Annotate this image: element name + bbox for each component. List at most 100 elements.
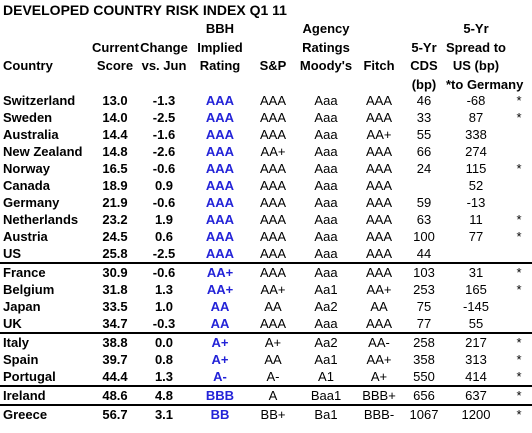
table-cell: * <box>516 110 522 125</box>
table-row: Belgium 31.8 1.3 AA+ AA+ Aa1 AA+ 253 165 * <box>0 281 532 298</box>
table-cell: AAA <box>365 178 392 193</box>
table-cell: Portugal <box>3 369 56 384</box>
header-cell: BBH Implied Rating <box>190 20 250 76</box>
table-cell: AAA <box>365 195 392 210</box>
table-cell: 637 <box>465 388 487 403</box>
table-cell: -68 <box>466 93 486 108</box>
header-line: Implied <box>197 39 243 55</box>
table-cell: 38.8 <box>102 335 128 350</box>
header-line: Agency <box>302 21 350 36</box>
table-cell <box>506 177 532 194</box>
table-row: Germany 21.9 -0.6 AAA AAA Aaa AAA 59 -13 <box>0 194 532 211</box>
table-cell: Italy <box>3 335 30 350</box>
table-cell: 1200 <box>461 407 491 422</box>
table-cell: -2.5 <box>152 110 176 125</box>
table-row: Sweden 14.0 -2.5 AAA AAA Aaa AAA 33 87 * <box>0 109 532 126</box>
table-cell: Aa2 <box>314 335 338 350</box>
table-cell: Aaa <box>314 144 338 159</box>
table-row: Ireland 48.6 4.8 BBB A Baa1 BBB+ 656 637 * <box>0 387 532 404</box>
table-cell: 31 <box>468 265 484 280</box>
table-cell: 1.9 <box>154 212 174 227</box>
table-cell: AA <box>370 299 388 314</box>
table-cell: 115 <box>465 161 487 176</box>
table-row: US 25.8 -2.5 AAA AAA Aaa AAA 44 <box>0 245 532 262</box>
table-cell: 34.7 <box>102 316 128 331</box>
table-cell: * <box>516 93 522 108</box>
table-cell: * <box>516 282 522 297</box>
header-cell: Fitch <box>356 57 402 76</box>
table-cell: Canada <box>3 178 50 193</box>
table-cell: AAA <box>365 161 392 176</box>
table-cell <box>506 143 532 160</box>
table-cell: 258 <box>413 335 435 350</box>
table-cell: Aaa <box>314 93 338 108</box>
header-line: vs. Jun <box>141 58 187 73</box>
table-cell: * <box>516 335 522 350</box>
table-cell: 39.7 <box>102 352 128 367</box>
header-line: (bp) <box>411 76 437 92</box>
table-cell: 0.9 <box>154 178 174 193</box>
table-cell: AA <box>264 352 282 367</box>
table-cell: A <box>268 388 278 403</box>
table-cell: 550 <box>413 369 435 384</box>
table-cell: 46 <box>416 93 432 108</box>
table-cell: 55 <box>468 316 484 331</box>
header-line: 5-Yr <box>411 39 437 55</box>
header-line: BBH <box>205 21 235 36</box>
row-group: Switzerland 13.0 -1.3 AAA AAA Aaa AAA 46 -68 * Swe… <box>0 92 532 264</box>
table-row: Japan 33.5 1.0 AA AA Aa2 AA 75 -145 <box>0 298 532 315</box>
table-cell: AAA <box>259 161 286 176</box>
header-line: CDS <box>410 58 438 73</box>
table-cell: Aaa <box>314 195 338 210</box>
table-cell: BB+ <box>260 407 286 422</box>
table-cell: Aaa <box>314 246 338 261</box>
table-cell: 274 <box>465 144 487 159</box>
table-cell: France <box>3 265 46 280</box>
table-cell: Greece <box>3 407 48 422</box>
table-cell: AAA <box>365 246 392 261</box>
table-cell: AAA <box>205 144 235 159</box>
header-cell: 5-Yr Spread to US (bp) *to Germany <box>446 20 524 94</box>
table-cell: 23.2 <box>102 212 128 227</box>
table-cell <box>506 194 532 211</box>
table-cell: A1 <box>318 369 334 384</box>
table-cell: AAA <box>365 212 392 227</box>
table-cell: AAA <box>205 212 235 227</box>
table-cell: 414 <box>465 369 487 384</box>
table-cell: A- <box>213 369 227 384</box>
table-cell: AAA <box>259 212 286 227</box>
table-cell: -0.6 <box>152 195 176 210</box>
table-cell: AAA <box>205 110 235 125</box>
table-row: UK 34.7 -0.3 AA AAA Aaa AAA 77 55 <box>0 315 532 332</box>
table-cell: Aaa <box>314 265 338 280</box>
table-row: France 30.9 -0.6 AA+ AAA Aaa AAA 103 31 * <box>0 264 532 281</box>
table-cell: A+ <box>370 369 388 384</box>
table-cell: BB <box>210 407 230 422</box>
table-body: Switzerland 13.0 -1.3 AAA AAA Aaa AAA 46 -68 * Swe… <box>0 92 532 423</box>
table-cell: 4.8 <box>154 388 174 403</box>
table-cell: 3.1 <box>154 407 174 422</box>
header-group: Agency Ratings <box>250 20 402 57</box>
table-row: Switzerland 13.0 -1.3 AAA AAA Aaa AAA 46 -68 * <box>0 92 532 109</box>
table-cell: Aa1 <box>314 282 338 297</box>
table-cell <box>506 245 532 262</box>
header-line: Score <box>96 58 134 73</box>
table-cell: -0.6 <box>152 161 176 176</box>
table-cell: Austria <box>3 229 48 244</box>
header-cell: Moody's <box>296 57 356 76</box>
table-cell: * <box>516 229 522 244</box>
header-line: *to Germany <box>446 76 524 92</box>
row-group: France 30.9 -0.6 AA+ AAA Aaa AAA 103 31 * Belgium 3… <box>0 264 532 334</box>
table-cell: 1.3 <box>154 369 174 384</box>
table-cell: 103 <box>413 265 435 280</box>
table-cell: -2.5 <box>152 246 176 261</box>
table-cell: AA+ <box>366 127 392 142</box>
table-cell: * <box>516 369 522 384</box>
table-cell: 14.0 <box>102 110 128 125</box>
table-cell: 165 <box>465 282 487 297</box>
table-cell: Ba1 <box>314 407 338 422</box>
table-cell: AAA <box>365 144 392 159</box>
table-cell: Australia <box>3 127 59 142</box>
table-cell: * <box>516 352 522 367</box>
header-line: Fitch <box>363 58 395 73</box>
